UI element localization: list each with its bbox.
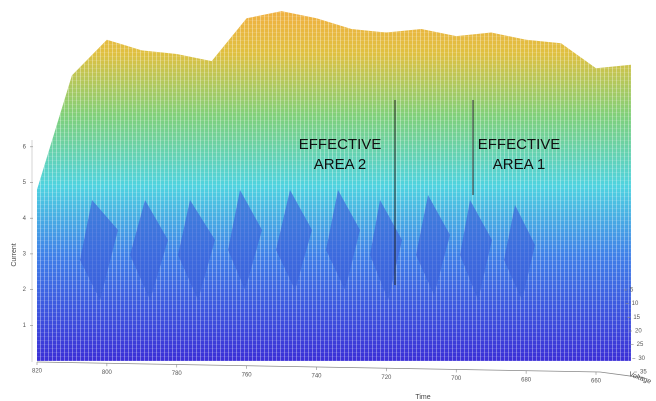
z-tick-label: 2 — [23, 287, 27, 293]
x-tick-label: 660 — [591, 379, 602, 385]
y-tick-label: 35 — [640, 370, 647, 376]
x-tick-label: 740 — [311, 374, 322, 380]
y-tick-label: 20 — [635, 329, 642, 335]
blue-diamonds — [80, 190, 535, 300]
y-axis — [599, 371, 646, 379]
x-tick-label: 780 — [172, 371, 183, 377]
y-tick-label: 25 — [637, 342, 644, 348]
z-tick-label: 5 — [23, 180, 27, 186]
y-tick-label: 10 — [632, 301, 639, 307]
y-tick-label: 15 — [633, 315, 640, 321]
x-tick-label: 680 — [521, 377, 532, 383]
x-tick-label: 760 — [242, 372, 253, 378]
z-tick-label: 1 — [23, 323, 27, 329]
surface — [37, 11, 631, 361]
z-tick-label: 4 — [23, 216, 27, 222]
z-tick-label: 3 — [23, 251, 27, 257]
annotation: EFFECTIVE AREA 2 — [299, 136, 382, 173]
x-tick-label: 700 — [451, 376, 462, 382]
z-tick-label: 6 — [23, 144, 27, 150]
y-tick-label: 30 — [638, 356, 645, 362]
surface-mesh — [37, 11, 631, 361]
y-tick-label: 5 — [630, 288, 634, 294]
x-tick-label: 720 — [381, 375, 392, 381]
x-axis-label: Time — [415, 394, 430, 401]
z-axis-label: Current — [11, 243, 18, 266]
x-tick-label: 800 — [102, 370, 113, 376]
x-axis — [36, 361, 601, 373]
x-tick-label: 820 — [32, 369, 43, 375]
annotation: EFFECTIVE AREA 1 — [478, 136, 561, 173]
